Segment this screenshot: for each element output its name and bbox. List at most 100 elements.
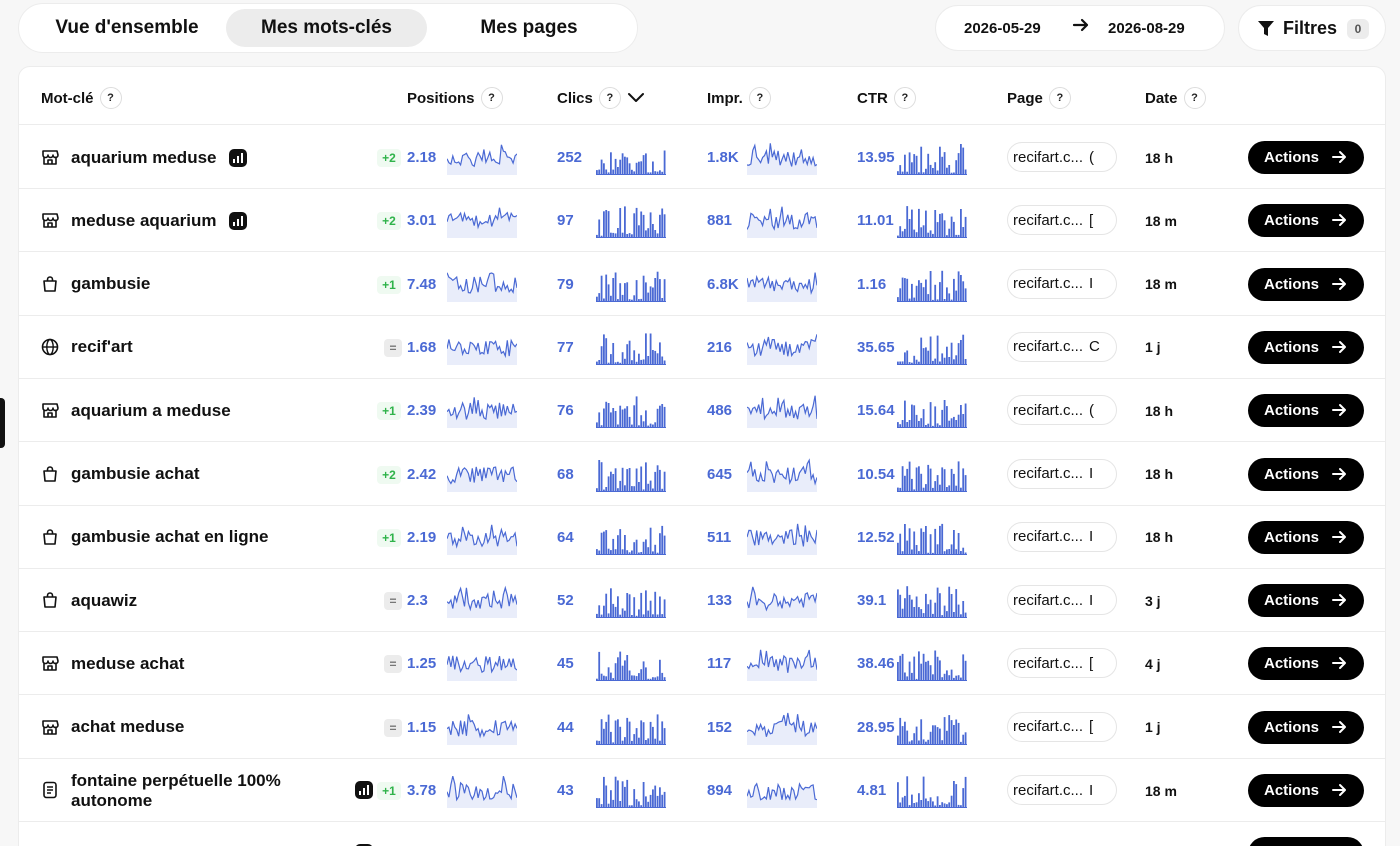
- store-icon: [41, 401, 59, 424]
- actions-button[interactable]: Actions: [1248, 141, 1364, 174]
- table-row[interactable]: meduse aquarium +2 3.01 97 881 11.01 recifart.…: [19, 189, 1385, 253]
- ctr-sparkline: [897, 394, 967, 429]
- keyword-cell[interactable]: gambusie achat: [71, 443, 200, 506]
- header-date[interactable]: Date?: [1145, 87, 1206, 109]
- page-link[interactable]: recifart.c... [: [1007, 711, 1117, 742]
- actions-label: Actions: [1264, 402, 1320, 420]
- keyword-cell[interactable]: gambusie achat en ligne: [71, 506, 268, 569]
- page-url-tail: I: [1089, 465, 1094, 482]
- table-row[interactable]: aquawiz = 2.3 52 133 39.1 recifart.c... I 3 j Act…: [19, 569, 1385, 633]
- actions-label: Actions: [1264, 528, 1320, 546]
- help-icon[interactable]: ?: [748, 87, 771, 109]
- help-icon[interactable]: ?: [1183, 87, 1206, 109]
- actions-button[interactable]: Actions: [1248, 204, 1364, 238]
- position-value: 2.39: [407, 402, 437, 420]
- keyword-cell[interactable]: fontaine perpétuelle 100% autonome: [71, 759, 311, 822]
- chart-icon[interactable]: [355, 844, 373, 846]
- impressions-value: 152: [707, 718, 733, 736]
- keyword-cell[interactable]: aquawiz: [71, 569, 137, 632]
- impressions-value: 6.8K: [707, 275, 739, 293]
- table-row[interactable]: gambusie achat en ligne +1 2.19 64 511 12.52 r…: [19, 506, 1385, 569]
- actions-button[interactable]: Actions: [1248, 837, 1364, 846]
- table-row[interactable]: gambusie achat +2 2.42 68 645 10.54 recifart.c…: [19, 443, 1385, 506]
- header-ctr[interactable]: CTR?: [857, 87, 916, 109]
- chart-icon[interactable]: [355, 781, 373, 799]
- position-value: 1.15: [407, 718, 437, 736]
- keyword-cell[interactable]: aquarium meduse: [71, 126, 247, 189]
- filters-count-badge: 0: [1347, 19, 1369, 39]
- tab-overview[interactable]: Vue d'ensemble: [55, 17, 199, 38]
- date-value: 3 j: [1145, 592, 1161, 609]
- page-link[interactable]: recifart.c... I: [1007, 458, 1117, 489]
- impressions-sparkline: [746, 584, 818, 619]
- date-value: 18 m: [1145, 782, 1177, 799]
- page-link[interactable]: recifart.c... I: [1007, 521, 1117, 552]
- page-url: recifart.c...: [1013, 148, 1084, 166]
- header-page[interactable]: Page?: [1007, 87, 1071, 109]
- actions-button[interactable]: Actions: [1248, 267, 1364, 301]
- help-icon[interactable]: ?: [893, 87, 916, 109]
- help-icon[interactable]: ?: [99, 87, 122, 109]
- table-row[interactable]: gambusie +1 7.48 79 6.8K 1.16 recifart.c... I 18…: [19, 253, 1385, 316]
- chart-icon[interactable]: [228, 211, 247, 230]
- keyword-cell[interactable]: poisson nettoyeur bassin eau: [71, 822, 311, 846]
- keyword-cell[interactable]: meduse aquarium: [71, 189, 247, 252]
- page-link[interactable]: recifart.c... I: [1007, 775, 1117, 805]
- header-keyword[interactable]: Mot-clé?: [41, 87, 122, 109]
- side-handle[interactable]: [0, 398, 5, 448]
- keyword-cell[interactable]: aquarium a meduse: [71, 379, 231, 442]
- page-url-tail: I: [1089, 781, 1094, 799]
- keyword-text: poisson nettoyeur bassin eau: [71, 844, 311, 846]
- header-positions[interactable]: Positions?: [407, 87, 503, 109]
- keyword-cell[interactable]: gambusie: [71, 253, 150, 316]
- page-link[interactable]: recifart.c... (: [1007, 142, 1117, 172]
- filters-button[interactable]: Filtres 0: [1238, 5, 1386, 51]
- page-link[interactable]: recifart.c... I: [1007, 268, 1117, 299]
- table-row[interactable]: poisson nettoyeur bassin eau Actions: [19, 822, 1385, 846]
- page-url: recifart.c...: [1013, 781, 1084, 799]
- positions-sparkline: [446, 711, 518, 745]
- page-link[interactable]: recifart.c... [: [1007, 648, 1117, 679]
- actions-button[interactable]: Actions: [1248, 647, 1364, 681]
- actions-button[interactable]: Actions: [1248, 330, 1364, 364]
- table-row[interactable]: recif'art = 1.68 77 216 35.65 recifart.c... C 1 …: [19, 316, 1385, 379]
- clicks-value: 44: [557, 718, 574, 736]
- actions-button[interactable]: Actions: [1248, 394, 1364, 428]
- header-impressions[interactable]: Impr.?: [707, 87, 771, 109]
- chevron-down-icon[interactable]: [627, 90, 645, 107]
- table-row[interactable]: aquarium meduse +2 2.18 252 1.8K 13.95 recifar…: [19, 126, 1385, 189]
- actions-button[interactable]: Actions: [1248, 457, 1364, 491]
- help-icon[interactable]: ?: [598, 87, 621, 109]
- table-row[interactable]: aquarium a meduse +1 2.39 76 486 15.64 recifar…: [19, 379, 1385, 443]
- ctr-value: 35.65: [857, 338, 895, 356]
- date-range-picker[interactable]: 2026-05-29 2026-08-29: [935, 5, 1225, 51]
- keyword-text: gambusie achat en ligne: [71, 527, 269, 547]
- header-clicks[interactable]: Clics?: [557, 87, 645, 109]
- tab-my-pages[interactable]: Mes pages: [480, 17, 578, 38]
- actions-button[interactable]: Actions: [1248, 774, 1364, 807]
- page-link[interactable]: recifart.c... (: [1007, 395, 1117, 426]
- tab-my-keywords[interactable]: Mes mots-clés: [226, 9, 427, 47]
- actions-button[interactable]: Actions: [1248, 584, 1364, 618]
- page-link[interactable]: recifart.c... I: [1007, 585, 1117, 616]
- table-row[interactable]: fontaine perpétuelle 100% autonome +1 3.78…: [19, 759, 1385, 822]
- ctr-value: 12.52: [857, 528, 895, 546]
- keyword-cell[interactable]: achat meduse: [71, 696, 184, 759]
- keyword-cell[interactable]: recif'art: [71, 316, 133, 379]
- table-row[interactable]: achat meduse = 1.15 44 152 28.95 recifart.c...…: [19, 696, 1385, 759]
- actions-button[interactable]: Actions: [1248, 710, 1364, 744]
- keyword-cell[interactable]: meduse achat: [71, 632, 184, 695]
- keyword-text: gambusie: [71, 274, 151, 294]
- clicks-value: 43: [557, 782, 574, 799]
- actions-button[interactable]: Actions: [1248, 520, 1364, 554]
- table-row[interactable]: meduse achat = 1.25 45 117 38.46 recifart.c...…: [19, 632, 1385, 696]
- position-value: 3.01: [407, 212, 437, 230]
- impressions-sparkline: [746, 521, 818, 555]
- page-link[interactable]: recifart.c... [: [1007, 205, 1117, 236]
- page-link[interactable]: recifart.c... C: [1007, 331, 1117, 362]
- actions-label: Actions: [1264, 655, 1320, 673]
- chart-icon[interactable]: [228, 148, 247, 167]
- help-icon[interactable]: ?: [480, 87, 503, 109]
- help-icon[interactable]: ?: [1048, 87, 1071, 109]
- clicks-sparkline: [596, 141, 666, 175]
